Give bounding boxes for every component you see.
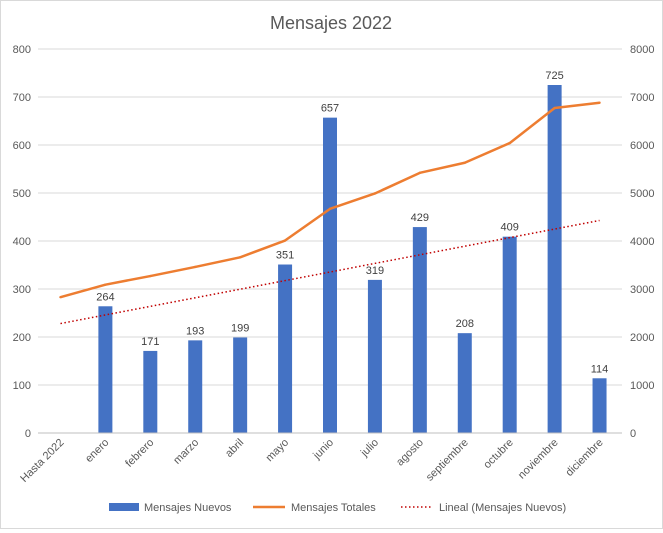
y2-tick-label: 6000 xyxy=(630,140,654,152)
x-tick-label: agosto xyxy=(394,437,426,469)
y-tick-label: 200 xyxy=(13,332,31,344)
x-tick-label: febrero xyxy=(123,437,156,470)
bar xyxy=(98,306,113,433)
line-point xyxy=(104,283,107,286)
y-tick-label: 600 xyxy=(13,140,31,152)
bar xyxy=(412,227,427,433)
y2-tick-label: 1000 xyxy=(630,380,654,392)
y2-tick-label: 3000 xyxy=(630,284,654,296)
x-tick-label: Hasta 2022 xyxy=(18,437,66,485)
line-point xyxy=(194,265,197,269)
legend-label-mensajes-nuevos: Mensajes Nuevos xyxy=(144,502,232,514)
data-label: 725 xyxy=(545,70,563,82)
x-tick-label: abril xyxy=(223,437,246,460)
y2-tick-label: 8000 xyxy=(630,44,654,56)
x-tick-label: septiembre xyxy=(424,437,471,484)
data-label: 657 xyxy=(321,103,339,115)
legend-swatch-mensajes-nuevos xyxy=(109,503,139,511)
data-label: 264 xyxy=(96,291,114,303)
bar xyxy=(278,264,293,433)
line-point xyxy=(373,192,377,195)
x-tick-label: noviembre xyxy=(516,437,561,482)
x-tick-label: diciembre xyxy=(563,437,605,479)
bar xyxy=(547,85,562,433)
data-label: 193 xyxy=(186,325,204,337)
y-tick-label: 100 xyxy=(13,380,31,392)
line-point xyxy=(508,141,511,145)
x-tick-label: mayo xyxy=(264,437,292,465)
y-tick-label: 0 xyxy=(25,428,31,440)
data-label: 319 xyxy=(366,265,384,277)
y2-tick-label: 4000 xyxy=(630,236,654,248)
y-tick-label: 700 xyxy=(13,92,31,104)
y-tick-label: 800 xyxy=(13,44,31,56)
bar xyxy=(592,378,607,433)
legend-label-trendline: Lineal (Mensajes Nuevos) xyxy=(439,502,566,514)
y-tick-label: 500 xyxy=(13,188,31,200)
data-label: 208 xyxy=(456,318,474,330)
y-tick-label: 400 xyxy=(13,236,31,248)
bar xyxy=(188,340,203,433)
y2-tick-label: 5000 xyxy=(630,188,654,200)
data-label: 429 xyxy=(411,212,429,224)
bar xyxy=(323,117,337,433)
legend: Mensajes Nuevos Mensajes Totales Lineal (M… xyxy=(109,502,566,514)
bar xyxy=(233,337,248,433)
data-label: 199 xyxy=(231,322,249,334)
legend-label-mensajes-totales: Mensajes Totales xyxy=(291,502,376,514)
data-label: 351 xyxy=(276,250,294,262)
line-point xyxy=(418,171,422,175)
data-label: 171 xyxy=(141,336,159,348)
x-tick-label: julio xyxy=(358,437,381,460)
line-point xyxy=(283,239,287,242)
bar xyxy=(457,333,472,433)
bar xyxy=(143,350,158,433)
line-point xyxy=(328,207,332,211)
chart-title: Mensajes 2022 xyxy=(270,13,392,33)
line-point xyxy=(463,161,466,164)
y2-tick-label: 0 xyxy=(630,428,636,440)
x-tick-label: junio xyxy=(310,437,336,463)
line-point xyxy=(59,295,62,299)
line-point xyxy=(553,106,556,110)
x-tick-label: octubre xyxy=(481,437,515,471)
x-tick-label: marzo xyxy=(171,437,201,467)
bar xyxy=(502,236,517,433)
x-tick-label: enero xyxy=(83,437,111,465)
bar xyxy=(367,279,382,433)
line-point xyxy=(238,256,242,259)
y2-tick-label: 2000 xyxy=(630,332,654,344)
y2-tick-label: 7000 xyxy=(630,92,654,104)
trendline xyxy=(60,219,600,325)
line-point xyxy=(598,101,601,104)
data-label: 114 xyxy=(591,363,609,375)
line-point xyxy=(149,274,152,278)
data-label: 409 xyxy=(501,222,519,234)
y-tick-label: 300 xyxy=(13,284,31,296)
